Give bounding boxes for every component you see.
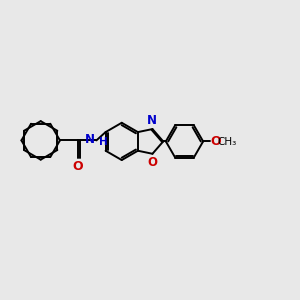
Text: O: O	[211, 135, 221, 148]
Text: O: O	[147, 156, 157, 169]
Text: O: O	[73, 160, 83, 173]
Text: N: N	[147, 114, 157, 127]
Text: H: H	[98, 137, 107, 147]
Text: CH₃: CH₃	[217, 137, 236, 147]
Text: N: N	[85, 133, 95, 146]
